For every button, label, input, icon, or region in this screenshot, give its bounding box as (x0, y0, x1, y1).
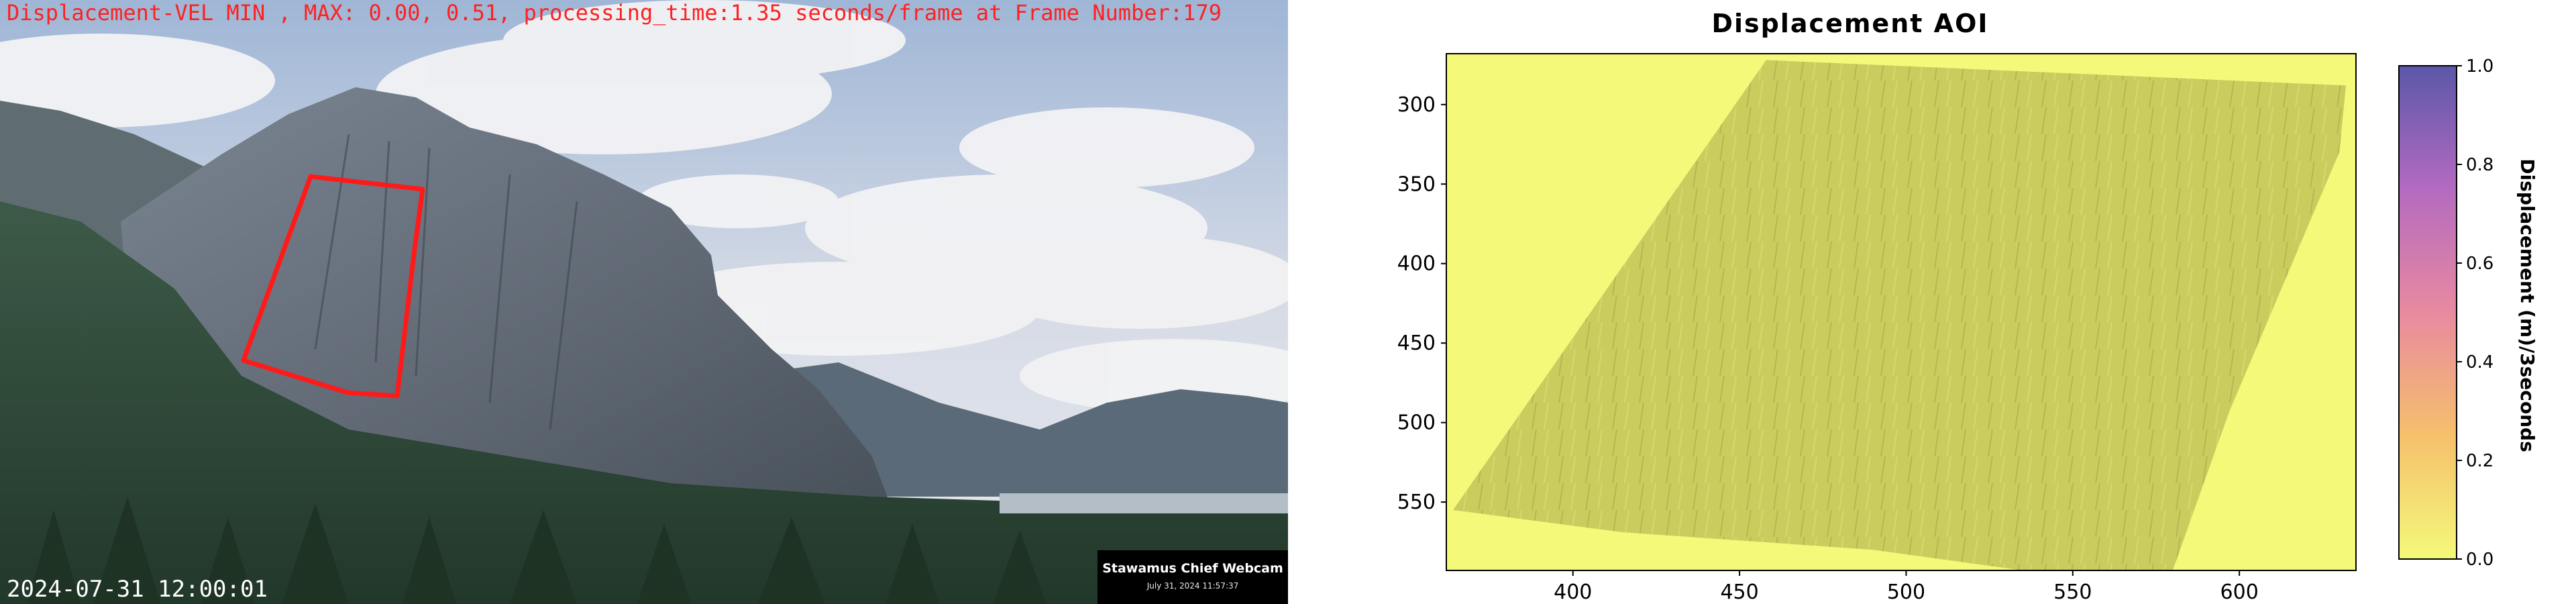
granite-cliff (121, 87, 892, 510)
badge-name: Stawamus Chief Webcam (1102, 561, 1283, 576)
inlet-water (1000, 493, 1288, 513)
y-tick-label: 300 (1397, 93, 1436, 117)
y-tick-label: 350 (1397, 172, 1436, 196)
y-tick-label: 400 (1397, 252, 1436, 276)
overlay-timestamp: 2024-07-31 12:00:01 (7, 576, 268, 603)
chart-canvas: Displacement AOI 400 450 500 550 600 300 350 4… (1397, 9, 2538, 604)
x-tick-label: 400 (1554, 581, 1592, 604)
plot-area (1446, 53, 2357, 571)
x-tick-label: 600 (2220, 581, 2259, 604)
chart-title: Displacement AOI (1711, 9, 1988, 38)
colorbar-tick-label: 0.4 (2466, 352, 2493, 372)
aoi-displacement-field (1452, 60, 2347, 570)
colorbar-label: Displacement (m)/3seconds (2516, 158, 2538, 452)
overlay-title: Displacement-VEL MIN , MAX: 0.00, 0.51, … (7, 0, 1222, 26)
rock-streaks (314, 134, 578, 430)
y-tick-label: 550 (1397, 491, 1436, 514)
colorbar-tick-label: 0.6 (2466, 254, 2493, 274)
plot-frame (1446, 53, 2357, 571)
webcam-badge: Stawamus Chief Webcam July 31, 2024 11:5… (1097, 550, 1288, 604)
webcam-frame: Displacement-VEL MIN , MAX: 0.00, 0.51, … (0, 0, 1288, 604)
x-tick-label: 550 (2053, 581, 2092, 604)
foreground-trees (27, 497, 1046, 604)
x-tick-label: 500 (1887, 581, 1925, 604)
displacement-chart: Displacement AOI 400 450 500 550 600 300 350 4… (1288, 0, 2576, 604)
colorbar-tick-label: 0.2 (2466, 451, 2493, 471)
colorbar-gradient (2398, 65, 2457, 560)
x-tick-label: 450 (1720, 581, 1758, 604)
y-tick-label: 500 (1397, 411, 1436, 435)
aoi-outline (241, 174, 425, 399)
badge-date: July 31, 2024 11:57:37 (1146, 581, 1239, 591)
colorbar: 0.0 0.2 0.4 0.6 0.8 1.0 (2398, 56, 2493, 570)
webcam-scene (0, 0, 1288, 604)
y-axis: 300 350 400 450 500 550 (1397, 93, 1446, 514)
colorbar-tick-label: 1.0 (2466, 56, 2493, 77)
distant-mountains (738, 362, 1288, 497)
forest (0, 201, 1288, 604)
y-tick-label: 450 (1397, 332, 1436, 355)
colorbar-tick-label: 0.0 (2466, 550, 2493, 570)
colorbar-tick-label: 0.8 (2466, 155, 2493, 175)
x-axis: 400 450 500 550 600 (1554, 570, 2259, 604)
